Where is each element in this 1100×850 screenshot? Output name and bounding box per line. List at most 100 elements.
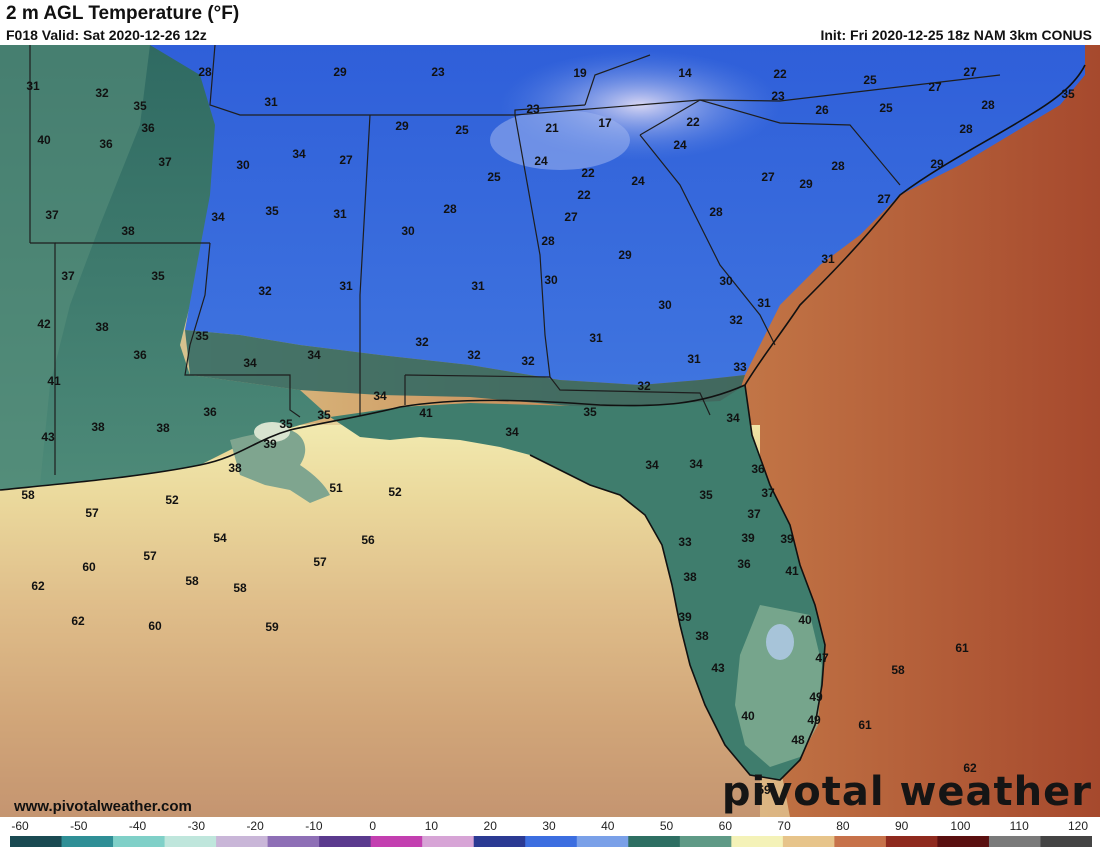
temperature-value-label: 48: [791, 733, 805, 747]
temperature-value-label: 32: [637, 379, 651, 393]
temperature-value-label: 22: [686, 115, 700, 129]
temperature-value-label: 31: [339, 279, 353, 293]
freezing-transition-band: [185, 330, 745, 420]
temperature-value-label: 31: [821, 252, 835, 266]
colorbar-segment: [422, 836, 475, 847]
colorbar-segment: [113, 836, 166, 847]
temperature-value-label: 32: [467, 348, 481, 362]
temperature-value-label: 30: [544, 273, 558, 287]
colorbar-segment: [937, 836, 990, 847]
colorbar-segment: [1040, 836, 1092, 847]
temperature-value-label: 40: [741, 709, 755, 723]
temperature-value-label: 38: [683, 570, 697, 584]
coastline: [0, 64, 1086, 491]
temperature-value-label: 24: [534, 154, 548, 168]
colorbar-tick: 70: [777, 819, 791, 833]
temperature-value-label: 21: [545, 121, 559, 135]
temperature-value-label: 33: [678, 535, 692, 549]
colorbar-tick: 10: [424, 819, 439, 833]
texas-warm-zone: [0, 45, 150, 490]
temperature-value-label: 38: [95, 320, 109, 334]
colorbar-tick: -10: [305, 819, 323, 833]
colorbar-tick: 0: [369, 819, 376, 833]
colorbar-segment: [782, 836, 835, 847]
colorbar-segment: [576, 836, 629, 847]
temperature-value-label: 34: [307, 348, 321, 362]
temperature-value-label: 23: [526, 102, 540, 116]
temperature-value-label: 30: [719, 274, 733, 288]
temperature-value-label: 41: [47, 374, 61, 388]
temperature-value-label: 47: [815, 651, 829, 665]
temperature-value-label: 38: [228, 461, 242, 475]
temperature-value-label: 37: [761, 486, 775, 500]
temperature-colorbar: -60 -50 -40 -30 -20 -10 0 10 20 30 40 50 60 70 80 90 100…: [0, 817, 1100, 850]
temperature-value-label: 62: [71, 614, 85, 628]
temperature-value-label: 29: [395, 119, 409, 133]
temperature-value-label: 36: [133, 348, 147, 362]
temperature-value-label: 37: [61, 269, 75, 283]
temperature-value-label: 31: [589, 331, 603, 345]
colorbar-tick-labels: -60 -50 -40 -30 -20 -10 0 10 20 30 40 50 60 70 80 90 100…: [0, 819, 1100, 835]
temperature-value-label: 57: [143, 549, 157, 563]
temperature-value-label: 39: [780, 532, 794, 546]
temperature-value-label: 35: [1061, 87, 1075, 101]
colorbar-tick: 30: [542, 819, 556, 833]
colorbar-segment: [164, 836, 217, 847]
temperature-value-label: 36: [737, 557, 751, 571]
temperature-value-label: 31: [471, 279, 485, 293]
temperature-value-label: 19: [573, 66, 587, 80]
temperature-value-label: 14: [678, 66, 692, 80]
temperature-value-label: 43: [41, 430, 55, 444]
colorbar-segment: [473, 836, 526, 847]
temperature-value-label: 32: [258, 284, 272, 298]
temperature-value-label: 39: [678, 610, 692, 624]
brand-logo: pivotal weather: [721, 769, 1092, 815]
temperature-value-label: 43: [711, 661, 725, 675]
temperature-value-label: 38: [121, 224, 135, 238]
temperature-value-label: 34: [292, 147, 306, 161]
colorbar-tick: 50: [659, 819, 674, 833]
temperature-value-label: 40: [37, 133, 51, 147]
temperature-value-label: 33: [733, 360, 747, 374]
colorbar-tick: 60: [718, 819, 733, 833]
temperature-value-label: 30: [236, 158, 250, 172]
colorbar-tick: -40: [128, 819, 147, 833]
temperature-value-label: 32: [729, 313, 743, 327]
colorbar-tick: -30: [187, 819, 205, 833]
temperature-value-label: 59: [757, 783, 771, 797]
temperature-value-label: 62: [963, 761, 977, 775]
temperature-value-label: 34: [689, 457, 703, 471]
colorbar-segment: [319, 836, 372, 847]
temperature-value-label: 52: [388, 485, 402, 499]
temperature-value-label: 31: [333, 207, 347, 221]
temperature-value-label: 60: [148, 619, 162, 633]
temperature-value-label: 56: [361, 533, 375, 547]
temperature-value-label: 31: [264, 95, 278, 109]
temperature-value-label: 27: [564, 210, 578, 224]
colorbar-segment: [628, 836, 681, 847]
colorbar-tick: -60: [11, 819, 29, 833]
temperature-value-label: 34: [645, 458, 659, 472]
gulf-nearshore-halo: [0, 418, 790, 817]
forecast-valid-time: F018 Valid: Sat 2020-12-26 12z: [6, 27, 207, 43]
temperature-value-label: 29: [799, 177, 813, 191]
cold-air-region: [150, 45, 1085, 385]
temperature-value-label: 41: [419, 406, 433, 420]
temperature-value-label: 38: [695, 629, 709, 643]
temperature-value-label: 42: [37, 317, 51, 331]
temperature-value-label: 31: [26, 79, 40, 93]
map-header: 2 m AGL Temperature (°F) F018 Valid: Sat…: [0, 0, 1100, 45]
temperature-value-label: 52: [165, 493, 179, 507]
colorbar-tick: 100: [950, 819, 971, 833]
temperature-value-label: 36: [751, 462, 765, 476]
temperature-value-label: 24: [673, 138, 687, 152]
temperature-value-label: 31: [757, 296, 771, 310]
temperature-value-label: 40: [798, 613, 812, 627]
colorbar-segment: [370, 836, 423, 847]
colorbar-tick: 120: [1067, 819, 1089, 833]
model-init-time: Init: Fri 2020-12-25 18z NAM 3km CONUS: [820, 27, 1092, 43]
temperature-value-label: 30: [401, 224, 415, 238]
florida-land: [330, 385, 825, 780]
temperature-value-label: 38: [156, 421, 170, 435]
temperature-value-label: 35: [151, 269, 165, 283]
